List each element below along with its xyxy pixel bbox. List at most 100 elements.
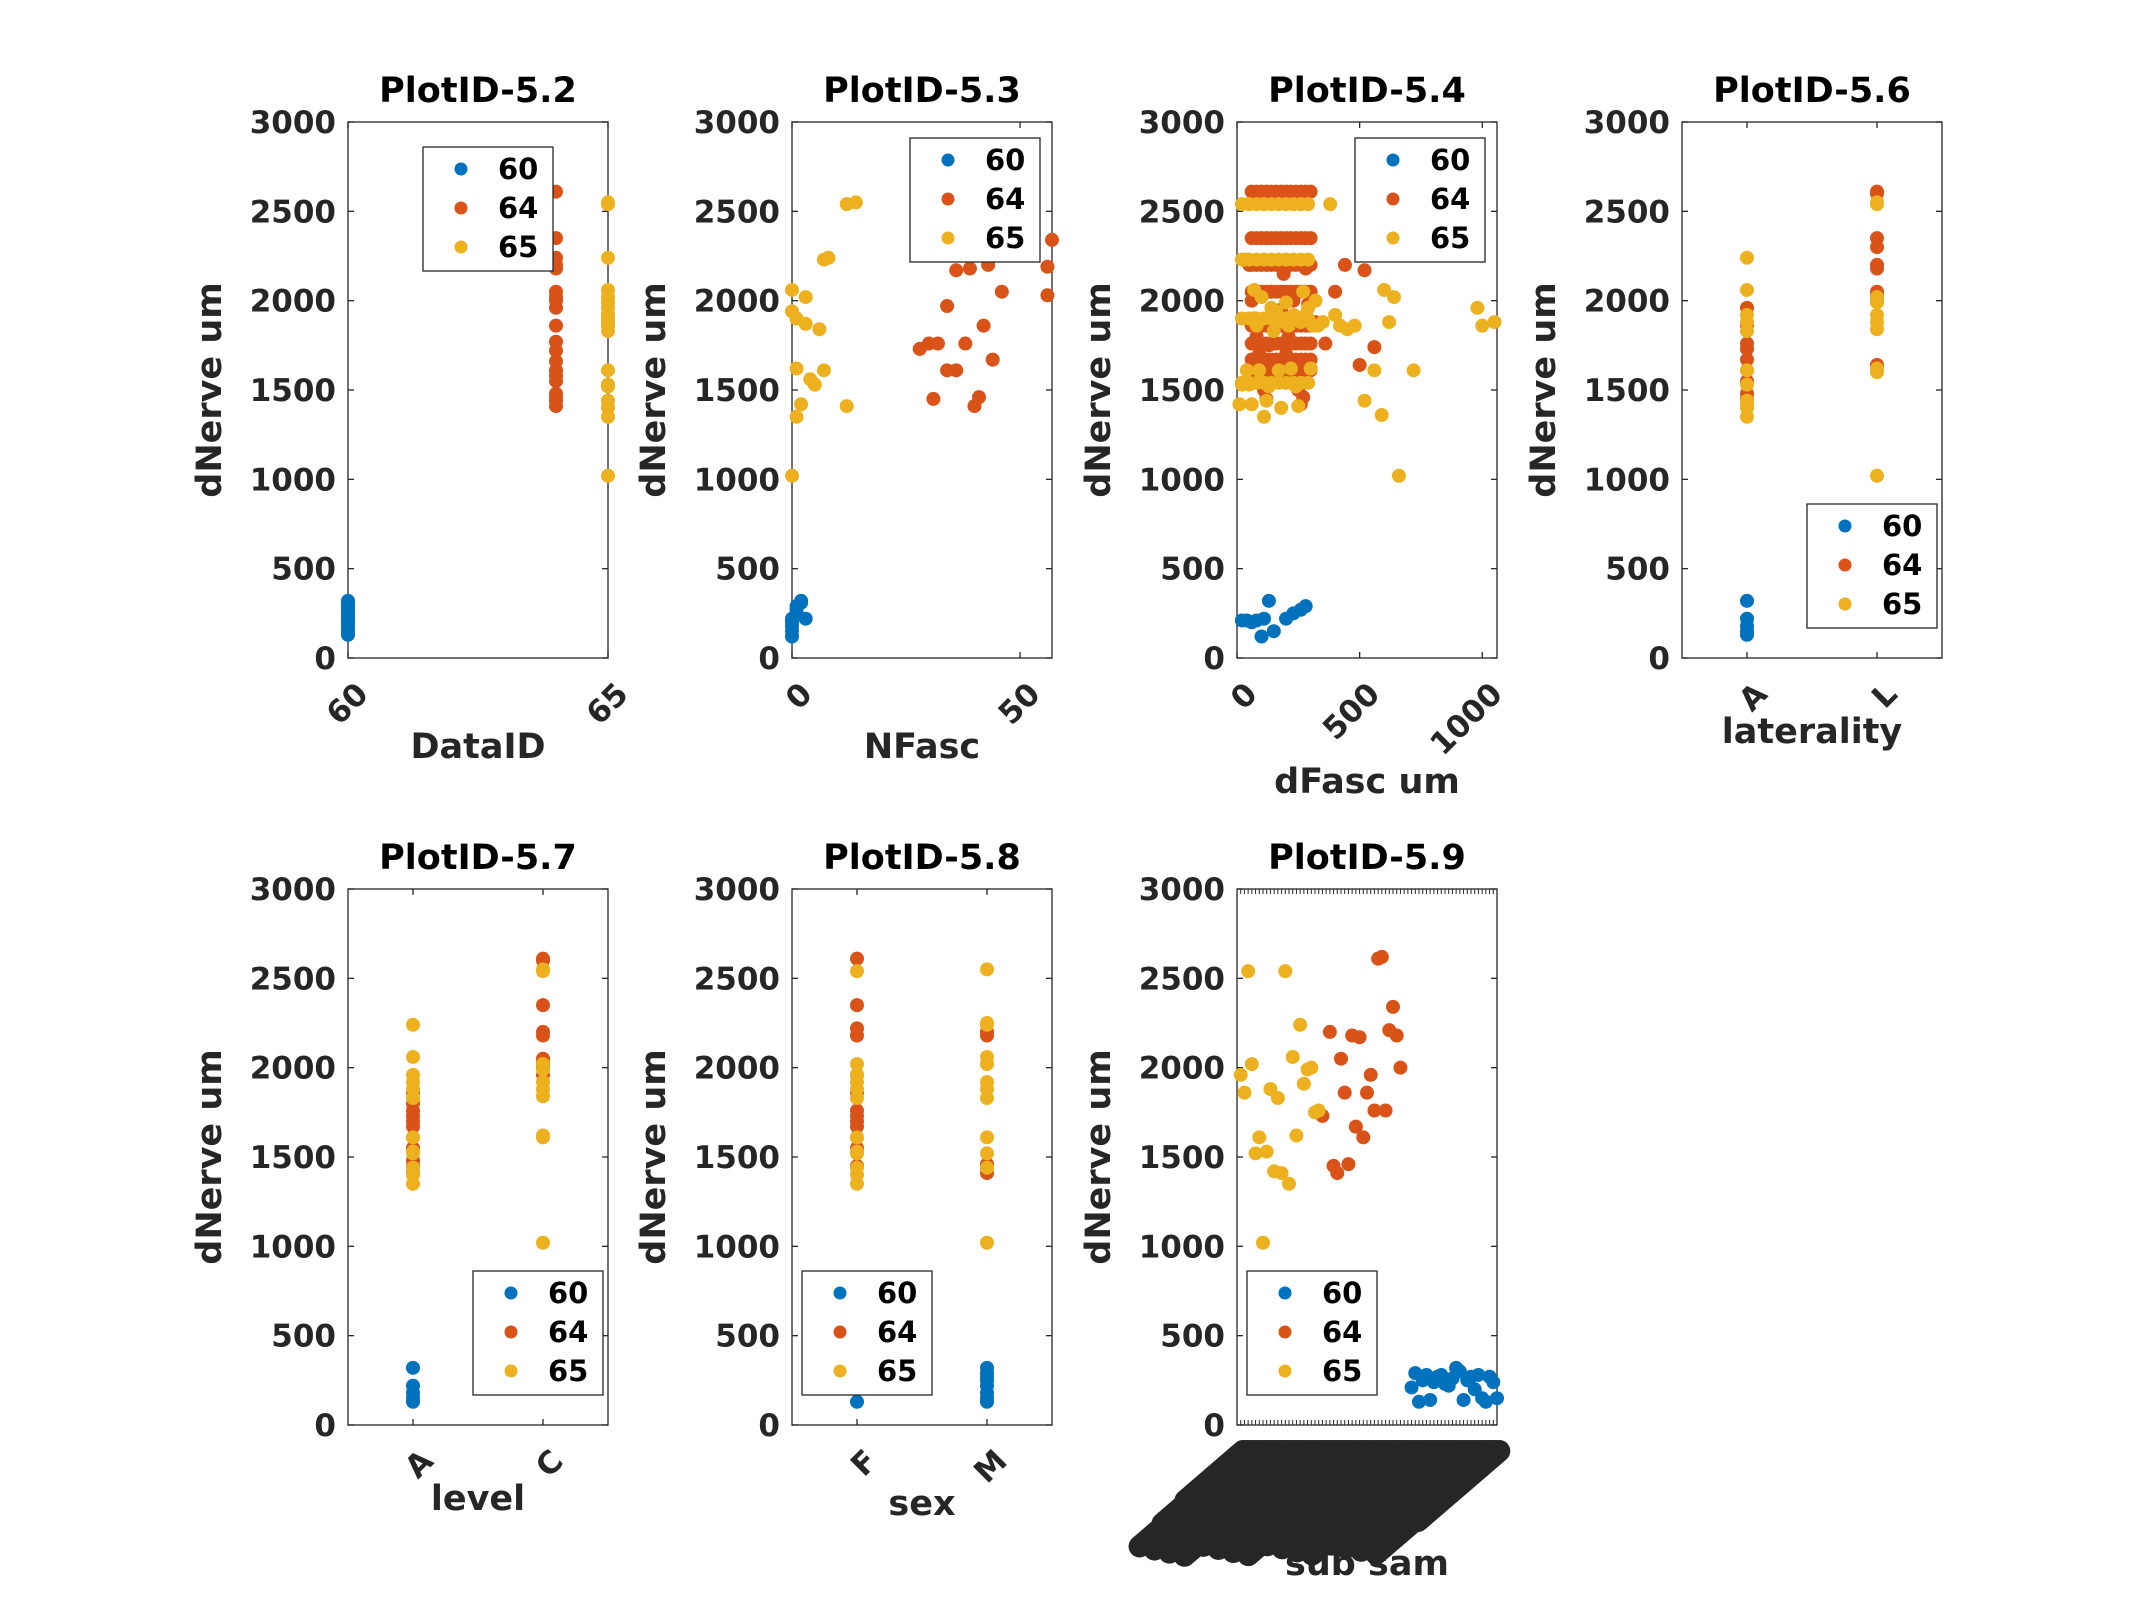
data-point (1241, 964, 1256, 979)
series-64 (912, 232, 1059, 414)
x-axis-label: NFasc (864, 727, 980, 767)
legend-marker (1386, 231, 1400, 245)
data-point (850, 1394, 864, 1409)
legend-label: 60 (1430, 143, 1470, 177)
y-tick-label: 2500 (1584, 194, 1670, 230)
series-65 (601, 195, 615, 483)
plot-title: PlotID-5.7 (379, 838, 577, 878)
data-point (1337, 1085, 1352, 1100)
series-65 (1740, 195, 1884, 483)
x-axis-label: sex (888, 1484, 956, 1524)
data-point (1252, 363, 1267, 378)
legend-marker (941, 231, 955, 245)
data-point (1261, 593, 1276, 608)
data-point (1740, 336, 1754, 351)
y-tick-label: 1500 (250, 1140, 336, 1176)
legend-label: 65 (498, 230, 538, 264)
data-point (1293, 1017, 1308, 1032)
data-point (1870, 361, 1884, 376)
data-point (1259, 1144, 1274, 1159)
legend: 60 64 65 (1806, 503, 1938, 629)
legend-label: 60 (877, 1276, 917, 1310)
subplot-6: 0 500 1000 1500 2000 2500 3000 F M PlotID-5.8 dNer… (634, 838, 1053, 1524)
series-65 (785, 195, 863, 483)
legend-box (1246, 1270, 1378, 1396)
y-tick-label: 2000 (1139, 1051, 1225, 1087)
legend-label: 64 (1882, 548, 1922, 582)
legend-marker (504, 1364, 518, 1378)
legend-box (422, 146, 554, 272)
data-point (980, 1360, 994, 1375)
data-point (1278, 964, 1293, 979)
data-point (850, 1160, 864, 1175)
data-point (1239, 363, 1254, 378)
x-tick-label: M (967, 1443, 1014, 1490)
data-point (794, 397, 809, 412)
x-tick-label-stroke (1406, 1440, 1511, 1533)
data-point (980, 1130, 994, 1145)
data-point (1308, 293, 1323, 308)
data-point (1279, 295, 1294, 310)
data-point (1274, 1166, 1289, 1181)
data-point (1352, 1030, 1367, 1045)
x-tick-label: L (1865, 676, 1904, 715)
data-point (406, 1160, 420, 1175)
series-65 (850, 962, 994, 1250)
series-60 (1234, 593, 1313, 644)
data-point (980, 1235, 994, 1250)
legend-marker (1838, 597, 1852, 611)
data-point (406, 1049, 420, 1064)
series-60 (406, 1360, 420, 1409)
data-point (1341, 1157, 1356, 1172)
y-axis-label: dNerve um (1524, 282, 1564, 497)
y-tick-label: 0 (1203, 641, 1225, 677)
data-point (1740, 352, 1754, 367)
data-point (807, 377, 822, 392)
data-point (1393, 1060, 1408, 1075)
data-point (1740, 377, 1754, 392)
legend-box (909, 137, 1041, 263)
legend-marker (504, 1286, 518, 1300)
series-60 (1404, 1360, 1504, 1409)
data-point (1301, 311, 1316, 326)
data-point (406, 1360, 420, 1375)
data-point (789, 361, 804, 376)
data-point (1282, 1176, 1296, 1191)
series-65 (1233, 964, 1326, 1250)
plot-title: PlotID-5.6 (1713, 71, 1911, 111)
y-tick-label: 0 (314, 641, 336, 677)
data-point (1232, 397, 1247, 412)
data-point (1470, 300, 1485, 315)
x-tick-label: 50 (992, 676, 1048, 732)
legend-label: 65 (1322, 1354, 1362, 1388)
data-point (341, 593, 355, 608)
data-point (1389, 1028, 1404, 1043)
data-point (1289, 1128, 1304, 1143)
data-point (1490, 1391, 1504, 1406)
data-point (1283, 361, 1298, 376)
x-axis-label: dFasc um (1274, 762, 1460, 802)
data-point (1475, 318, 1490, 333)
data-point (850, 1057, 864, 1072)
data-point (1740, 393, 1754, 408)
x-tick-label: 0 (779, 676, 820, 717)
data-point (1259, 393, 1274, 408)
legend: 60 64 65 (909, 137, 1041, 263)
y-tick-label: 500 (715, 552, 780, 588)
y-tick-label: 3000 (694, 872, 780, 908)
x-tick-label: 1000 (1423, 676, 1509, 762)
data-point (1301, 197, 1316, 212)
y-tick-label: 0 (758, 1408, 780, 1444)
data-point (1337, 257, 1352, 272)
series-60 (785, 593, 813, 644)
y-tick-label: 1500 (694, 1140, 780, 1176)
x-axis-label: sub sam (1285, 1544, 1449, 1584)
data-point (601, 311, 615, 326)
data-point (549, 318, 563, 333)
y-axis-label: dNerve um (1079, 1049, 1119, 1264)
series-60 (850, 1360, 994, 1409)
data-point (1248, 1146, 1263, 1161)
data-point (549, 386, 563, 401)
data-point (848, 195, 863, 210)
